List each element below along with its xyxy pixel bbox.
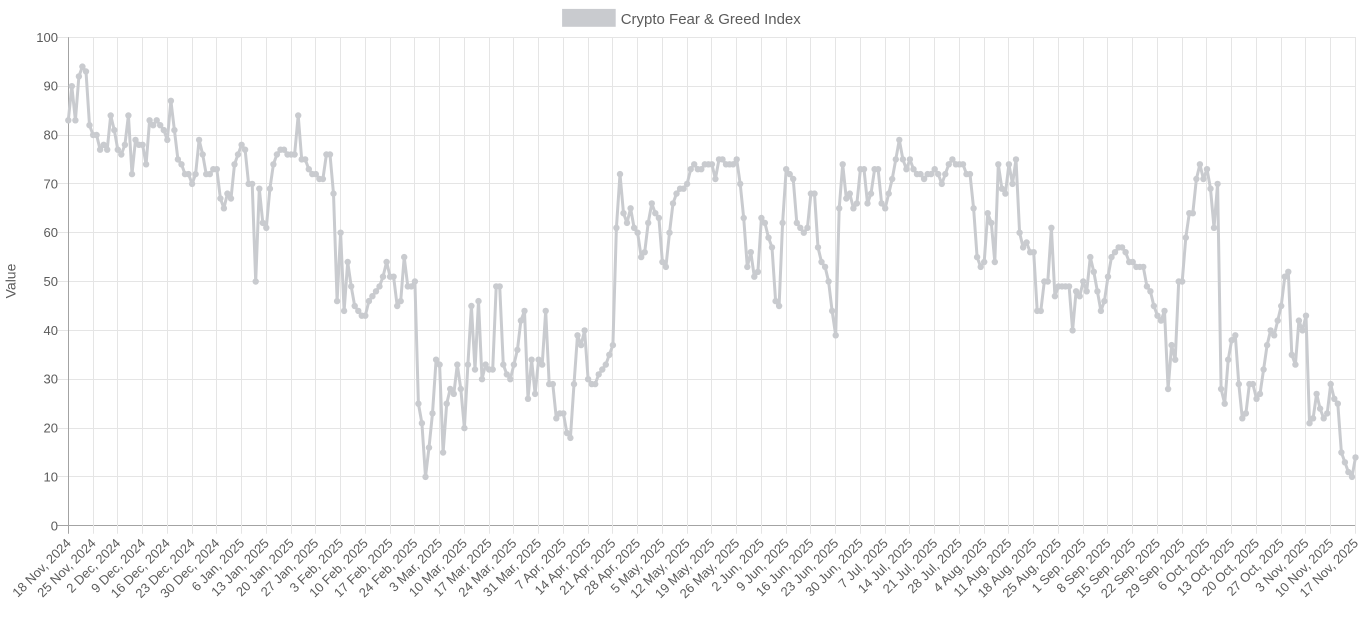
svg-text:40: 40: [44, 323, 58, 338]
svg-text:Crypto Fear & Greed Index: Crypto Fear & Greed Index: [621, 11, 802, 28]
svg-text:90: 90: [44, 79, 58, 94]
svg-text:70: 70: [44, 176, 58, 191]
svg-text:100: 100: [36, 30, 58, 45]
svg-text:0: 0: [51, 518, 58, 533]
svg-text:50: 50: [44, 274, 58, 289]
svg-text:60: 60: [44, 225, 58, 240]
svg-text:10: 10: [44, 469, 58, 484]
svg-text:20: 20: [44, 421, 58, 436]
svg-text:30: 30: [44, 372, 58, 387]
svg-text:80: 80: [44, 128, 58, 143]
svg-text:Value: Value: [2, 263, 18, 298]
